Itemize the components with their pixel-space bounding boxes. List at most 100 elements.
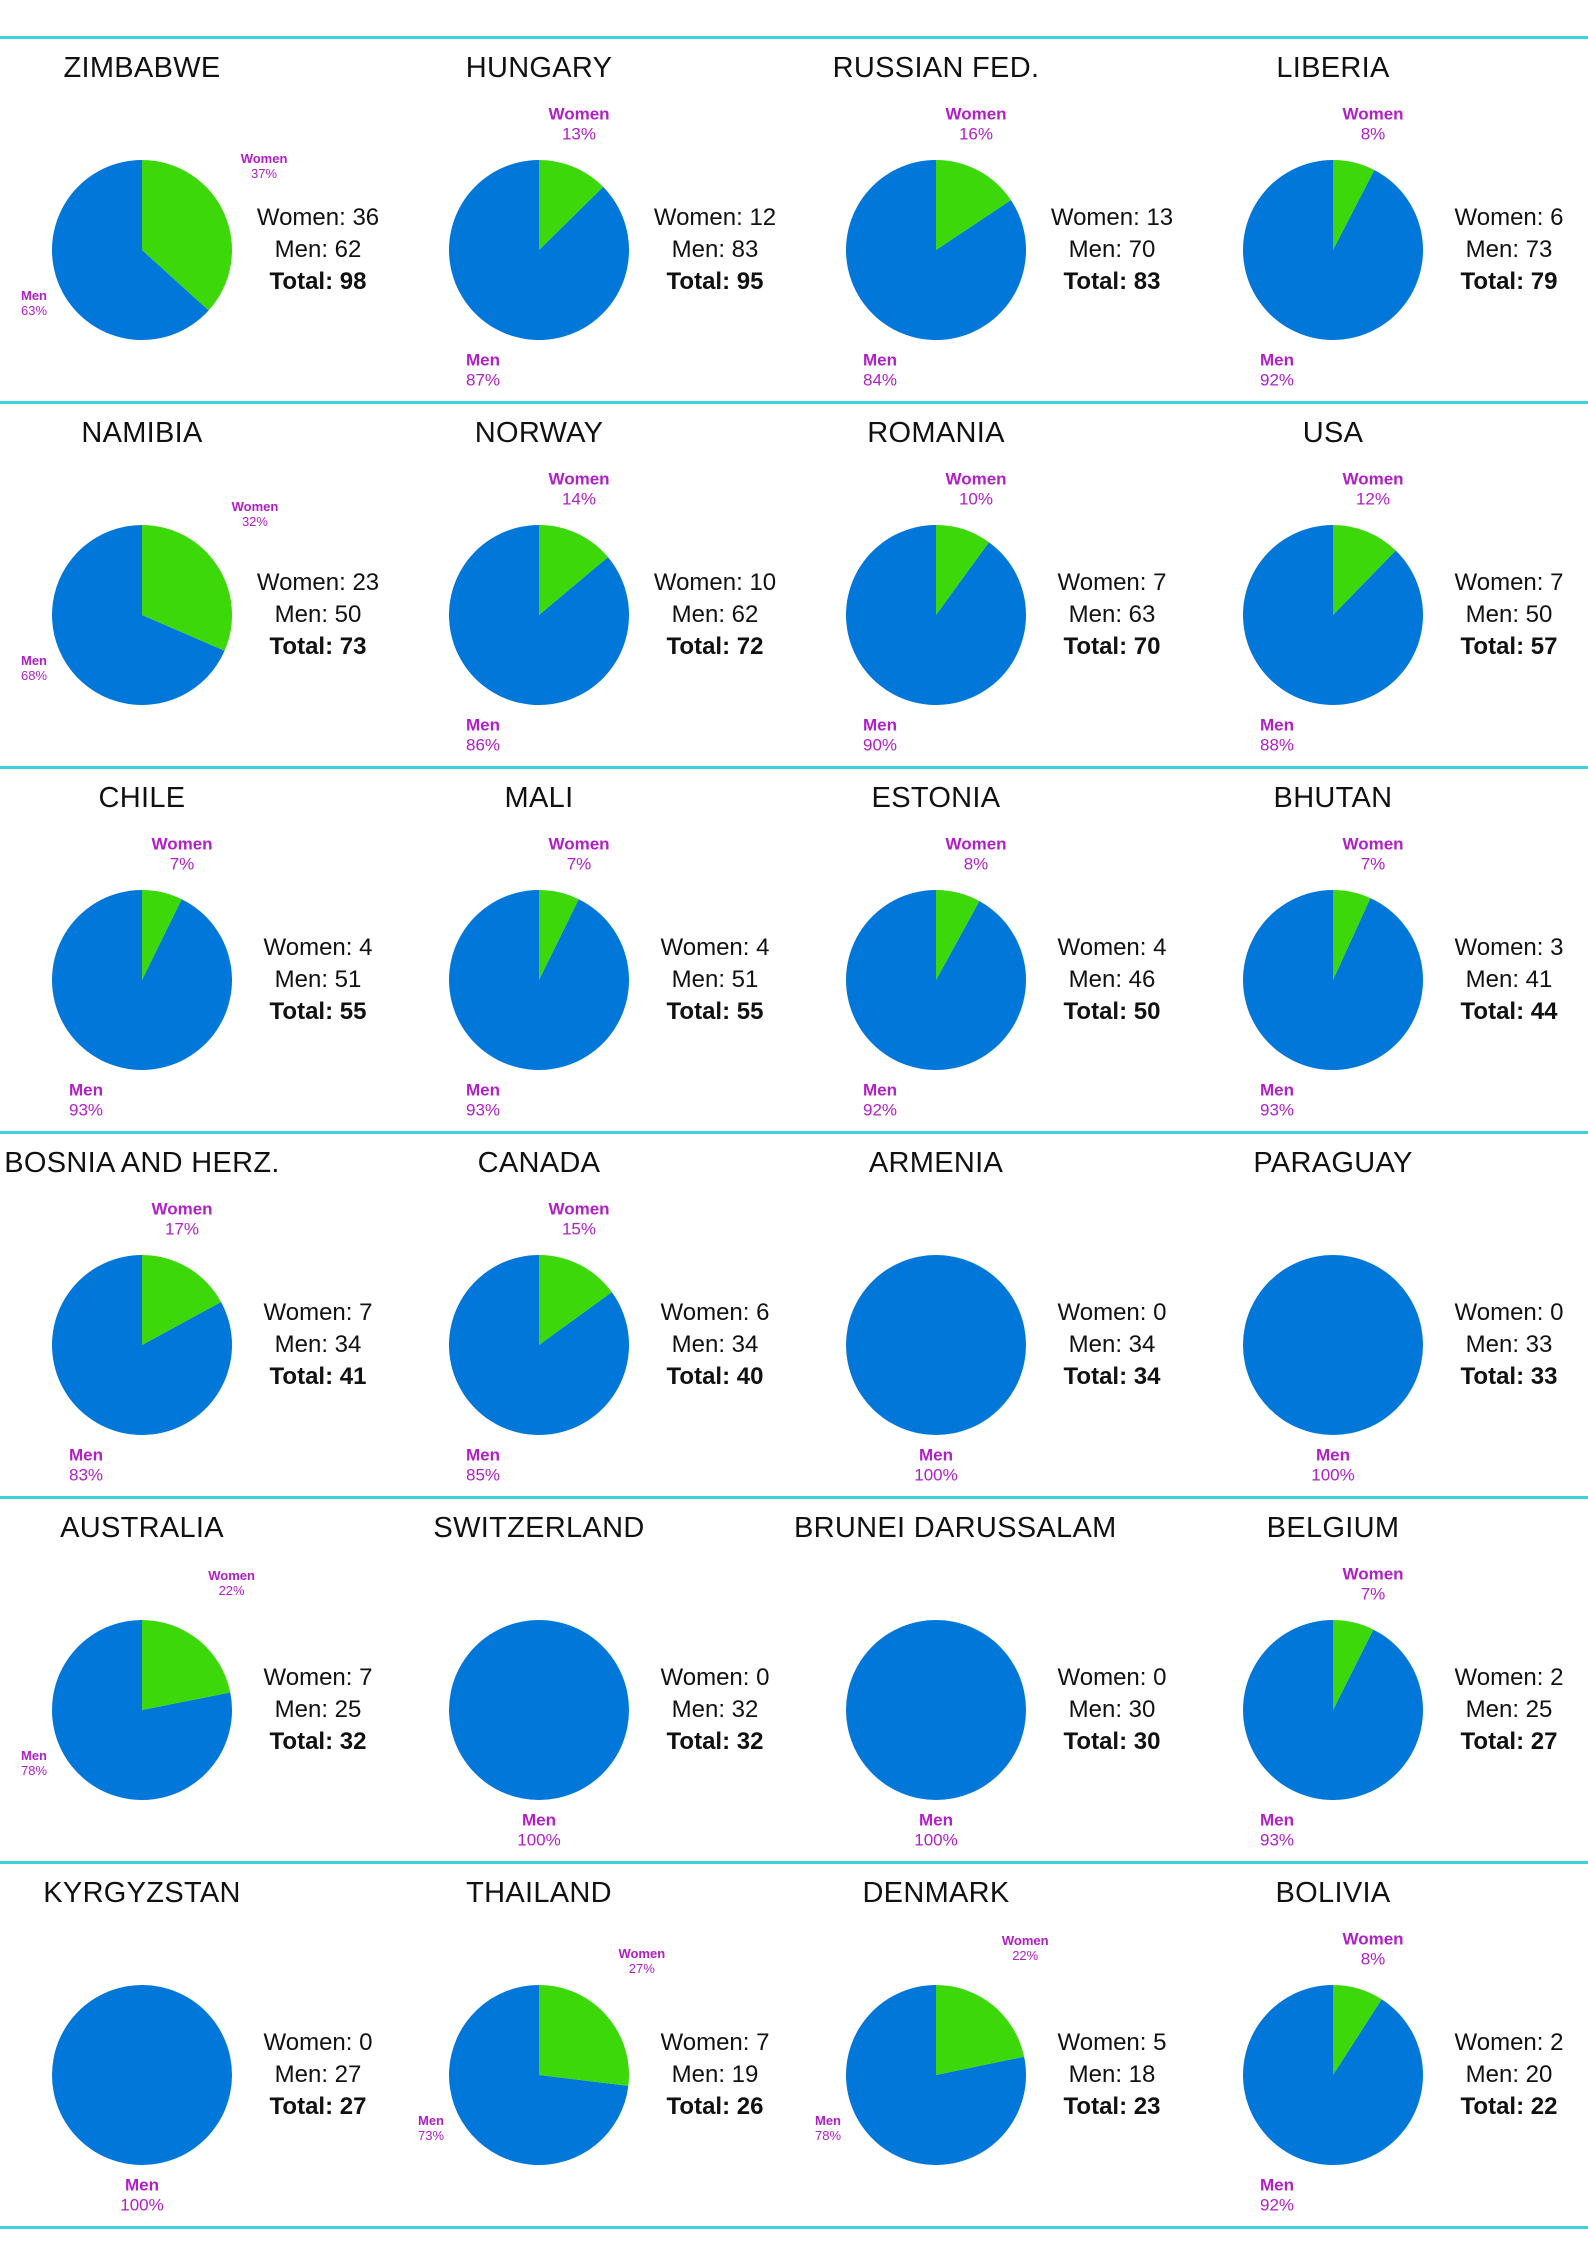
men-label: Men 100% [914,1445,957,1484]
total-count: Total: 44 [1455,996,1564,1028]
country-pie-panel: CHILE Women 7% Men 93% Women: 4 Men: 51 Total: … [0,766,397,1131]
women-label-name: Women [231,499,279,515]
men-label-name: Men [69,1080,103,1100]
men-count-prefix: Men: [1068,1696,1129,1723]
women-count-value: 2 [1550,1664,1564,1691]
country-name: NAMIBIA [81,417,203,449]
total-count: Total: 22 [1455,2091,1564,2123]
men-count-prefix: Men: [671,1696,732,1723]
men-label: Men 85% [466,1445,500,1484]
country-name: MALI [504,782,574,814]
total-count-value: 98 [339,268,367,295]
country-name: ARMENIA [868,1147,1004,1179]
men-label-percent: 100% [914,1465,958,1484]
women-count-value: 7 [1550,569,1564,596]
women-label: Women 27% [618,1946,665,1977]
total-count-prefix: Total: [1460,1363,1531,1390]
men-slice [449,1620,629,1800]
women-slice [539,1255,612,1345]
country-pie-panel: KYRGYZSTAN Men 100% Women: 0 Men: 27 Total: 2… [0,1861,397,2226]
total-count-prefix: Total: [269,1363,340,1390]
country-pie-panel: THAILAND Women 27% Men 73% Women: 7 Men: 19 Tot… [397,1861,794,2226]
men-count: Men: 50 [1455,599,1564,631]
men-label-name: Men [466,715,500,735]
men-count-value: 50 [1525,601,1553,628]
total-count-value: 34 [1133,1363,1161,1390]
men-label-percent: 92% [1259,2195,1295,2214]
women-label-percent: 7% [1360,854,1386,873]
count-summary: Women: 13 Men: 70 Total: 83 [1051,202,1173,298]
men-count-value: 73 [1525,236,1553,263]
country-name: THAILAND [466,1877,612,1909]
women-count: Women: 4 [1058,932,1167,964]
men-label-percent: 93% [68,1100,104,1119]
men-count-value: 34 [1128,1331,1156,1358]
total-count-prefix: Total: [1460,1728,1531,1755]
pie-chart [846,1985,1026,2165]
men-count: Men: 62 [257,234,379,266]
women-count-value: 0 [1550,1299,1564,1326]
total-count-prefix: Total: [269,268,340,295]
men-label: Men 92% [1260,2175,1294,2214]
count-summary: Women: 36 Men: 62 Total: 98 [257,202,379,298]
men-label-name: Men [1315,1445,1350,1465]
women-label-percent: 7% [566,854,592,873]
women-count-value: 4 [1153,934,1167,961]
men-slice [52,160,209,340]
men-label: Men 68% [21,653,47,684]
country-name: CHILE [98,782,186,814]
men-count-value: 63 [1128,601,1156,628]
women-label-percent: 32% [241,514,268,530]
women-count: Women: 0 [1058,1297,1167,1329]
pie-chart [52,160,232,340]
count-summary: Women: 5 Men: 18 Total: 23 [1058,2027,1167,2123]
men-count-value: 62 [334,236,362,263]
total-count-prefix: Total: [1460,633,1531,660]
men-label: Men 100% [914,1810,957,1849]
row-divider [0,36,1588,39]
men-label: Men 90% [863,715,897,754]
men-label-name: Men [466,1080,500,1100]
men-count: Men: 27 [264,2059,373,2091]
women-label-percent: 7% [169,854,195,873]
men-count-value: 51 [334,966,362,993]
total-count-prefix: Total: [1063,998,1134,1025]
women-label-name: Women [1001,1933,1049,1949]
men-count-value: 34 [334,1331,362,1358]
men-label-name: Men [466,350,500,370]
women-count: Women: 23 [257,567,379,599]
total-count-value: 26 [736,2093,764,2120]
women-count: Women: 4 [661,932,770,964]
men-label-percent: 100% [1311,1465,1355,1484]
total-count: Total: 32 [264,1726,373,1758]
count-summary: Women: 7 Men: 34 Total: 41 [264,1297,373,1393]
country-pie-panel: SWITZERLAND Men 100% Women: 0 Men: 32 Total: … [397,1496,794,1861]
men-label-name: Men [918,1445,953,1465]
total-count-prefix: Total: [1063,2093,1134,2120]
men-label-name: Men [863,350,897,370]
count-summary: Women: 12 Men: 83 Total: 95 [654,202,776,298]
total-count: Total: 55 [264,996,373,1028]
men-count: Men: 73 [1455,234,1564,266]
men-label-percent: 100% [517,1830,561,1849]
men-count-value: 20 [1525,2061,1553,2088]
row-divider [0,1861,1588,1864]
men-count-value: 27 [334,2061,362,2088]
women-count-value: 10 [749,569,777,596]
women-count-value: 6 [756,1299,770,1326]
women-count-prefix: Women: [1454,2029,1551,2056]
women-label-percent: 8% [1360,124,1386,143]
women-count-value: 7 [359,1664,373,1691]
men-count-prefix: Men: [1465,2061,1526,2088]
men-count: Men: 25 [264,1694,373,1726]
count-summary: Women: 2 Men: 20 Total: 22 [1455,2027,1564,2123]
men-label-name: Men [418,2113,444,2129]
country-pie-panel: AUSTRALIA Women 22% Men 78% Women: 7 Men: 25 To… [0,1496,397,1861]
women-count-prefix: Women: [1454,1299,1551,1326]
country-name: PARAGUAY [1253,1147,1413,1179]
men-label-name: Men [69,1445,103,1465]
women-slice [142,1255,222,1345]
country-pie-panel: LIBERIA Women 8% Men 92% Women: 6 Men: 73 Total… [1191,36,1588,401]
pie-chart [449,1255,629,1435]
total-count-value: 50 [1133,998,1161,1025]
